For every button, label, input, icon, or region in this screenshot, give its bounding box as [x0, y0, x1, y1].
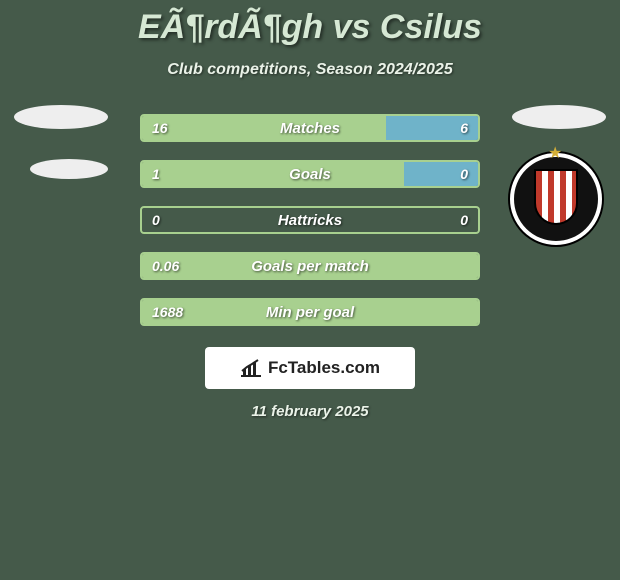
- stat-row: Min per goal 1688: [0, 289, 620, 335]
- stat-label: Goals: [289, 166, 331, 183]
- stat-bar-left: [142, 116, 386, 140]
- stat-bar: Min per goal 1688: [140, 298, 480, 326]
- stat-bar: Matches 16 6: [140, 114, 480, 142]
- stat-value-left: 0: [152, 212, 160, 228]
- brand-text: FcTables.com: [268, 358, 380, 378]
- page-title: EÃ¶rdÃ¶gh vs Csilus: [0, 0, 620, 47]
- stat-bar: Goals 1 0: [140, 160, 480, 188]
- brand-box[interactable]: FcTables.com: [205, 347, 415, 389]
- stat-row: Hattricks 0 0: [0, 197, 620, 243]
- stat-value-left: 0.06: [152, 258, 179, 274]
- stat-value-left: 16: [152, 120, 168, 136]
- stat-value-right: 6: [460, 120, 468, 136]
- stat-label: Matches: [280, 120, 340, 137]
- stat-row: Goals per match 0.06: [0, 243, 620, 289]
- stat-label: Hattricks: [278, 212, 342, 229]
- stat-label: Min per goal: [266, 304, 354, 321]
- stat-bar: Hattricks 0 0: [140, 206, 480, 234]
- subtitle: Club competitions, Season 2024/2025: [0, 61, 620, 79]
- stat-row: Goals 1 0: [0, 151, 620, 197]
- stat-value-right: 0: [460, 212, 468, 228]
- stat-value-left: 1688: [152, 304, 183, 320]
- stat-bar: Goals per match 0.06: [140, 252, 480, 280]
- bar-chart-icon: [240, 359, 262, 377]
- stat-row: Matches 16 6: [0, 105, 620, 151]
- comparison-block: ★ Matches166Goals10Hattricks00Goals per …: [0, 105, 620, 335]
- stat-rows: Matches 16 6 Goals 1 0 Hattricks 0 0 Goals per ma…: [0, 105, 620, 335]
- stat-value-right: 0: [460, 166, 468, 182]
- stat-bar-left: [142, 162, 404, 186]
- date-text: 11 february 2025: [0, 403, 620, 420]
- stat-value-left: 1: [152, 166, 160, 182]
- stat-label: Goals per match: [251, 258, 369, 275]
